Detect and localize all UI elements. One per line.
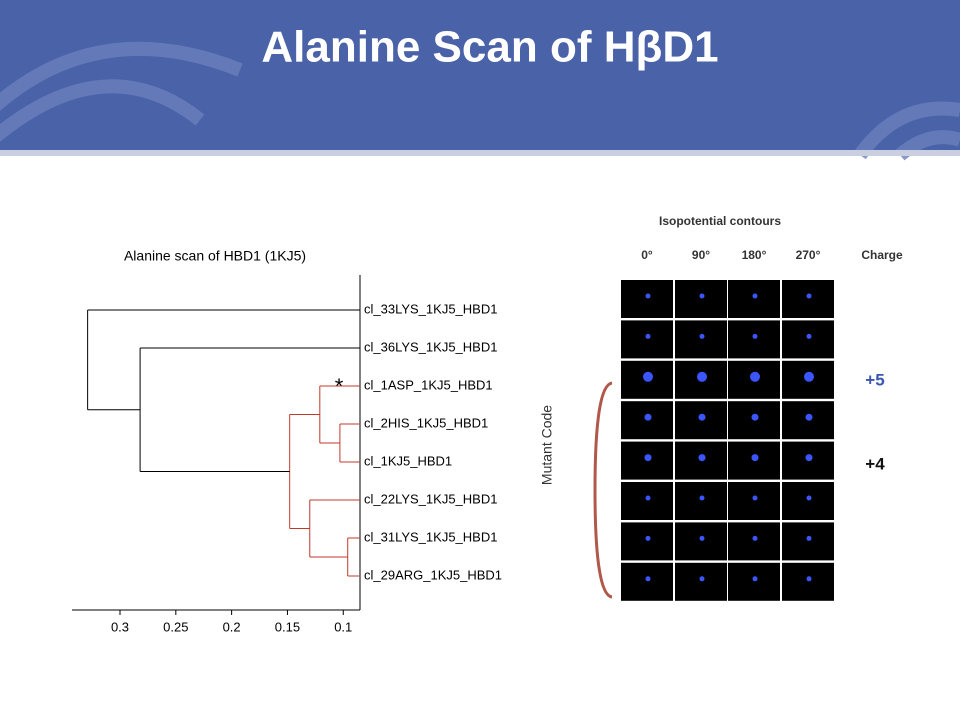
contour-dot <box>752 333 758 339</box>
contour-image <box>728 562 780 601</box>
leaf-label: cl_36LYS_1KJ5_HBD1 <box>364 339 497 354</box>
leaf-label: cl_1ASP_1KJ5_HBD1 <box>364 377 493 392</box>
contour-dot <box>806 495 812 501</box>
x-tick-label: 0.1 <box>334 619 352 634</box>
contour-image <box>621 522 673 561</box>
contour-image <box>728 522 780 561</box>
contour-dot <box>806 333 812 339</box>
contour-dot <box>805 413 813 421</box>
contour-image <box>782 562 834 601</box>
contour-image <box>782 320 834 359</box>
contour-image <box>728 280 780 318</box>
charge-label: +5 <box>865 370 884 389</box>
x-tick-label: 0.15 <box>275 619 300 634</box>
contour-dot <box>697 371 707 382</box>
contour-dot <box>750 371 760 382</box>
contour-dot <box>752 535 758 541</box>
contour-dot <box>806 535 812 541</box>
column-header: 180° <box>742 248 767 262</box>
contour-dot <box>645 293 651 299</box>
contour-dot <box>805 454 813 462</box>
charge-header: Charge <box>861 248 903 262</box>
contour-dot <box>645 495 651 501</box>
contour-dot <box>699 333 705 339</box>
chart-title: Alanine scan of HBD1 (1KJ5) <box>124 248 306 264</box>
bracket <box>593 381 613 599</box>
contour-dot <box>699 535 705 541</box>
contour-dot <box>806 576 812 582</box>
banner-shadow <box>0 150 960 156</box>
contours-title: Isopotential contours <box>659 214 781 228</box>
leaf-label: cl_2HIS_1KJ5_HBD1 <box>364 415 488 430</box>
contour-dot <box>751 413 759 421</box>
x-tick-label: 0.3 <box>111 619 129 634</box>
contour-dot <box>806 293 812 299</box>
contour-image <box>675 320 727 359</box>
leaf-label: cl_33LYS_1KJ5_HBD1 <box>364 301 497 316</box>
charge-label: +4 <box>865 454 885 473</box>
contour-image <box>675 482 727 520</box>
contour-dot <box>698 413 706 421</box>
contour-dot <box>644 413 652 421</box>
contour-image <box>782 482 834 520</box>
y-axis-label: Mutant Code <box>539 405 555 485</box>
contour-dot <box>644 454 652 462</box>
slide-title: Alanine Scan of HβD1 <box>261 23 718 72</box>
contour-image <box>782 280 834 318</box>
contour-image <box>621 562 673 601</box>
contour-dot <box>699 576 705 582</box>
contour-dot <box>752 576 758 582</box>
banner <box>0 0 960 155</box>
contour-image <box>675 522 727 561</box>
contour-image <box>782 522 834 561</box>
contour-dot <box>645 333 651 339</box>
contour-image <box>675 562 727 601</box>
column-header: 270° <box>796 248 821 262</box>
leaf-label: cl_31LYS_1KJ5_HBD1 <box>364 529 497 544</box>
contour-dot <box>752 293 758 299</box>
contour-image <box>675 280 727 318</box>
contour-image <box>728 482 780 520</box>
contour-dot <box>699 293 705 299</box>
contour-dot <box>751 454 759 462</box>
leaf-label: cl_1KJ5_HBD1 <box>364 453 452 468</box>
leaf-label: cl_22LYS_1KJ5_HBD1 <box>364 491 497 506</box>
contour-image <box>728 320 780 359</box>
x-tick-label: 0.25 <box>163 619 188 634</box>
column-header: 90° <box>692 248 710 262</box>
contour-dot <box>645 576 651 582</box>
contour-dot <box>643 371 653 382</box>
contour-image <box>621 280 673 318</box>
column-header: 0° <box>641 248 653 262</box>
contour-dot <box>698 454 706 462</box>
contour-image <box>621 320 673 359</box>
x-tick-label: 0.2 <box>223 619 241 634</box>
contour-dot <box>752 495 758 501</box>
leaf-label: cl_29ARG_1KJ5_HBD1 <box>364 567 502 582</box>
contour-image <box>621 482 673 520</box>
contour-dot <box>645 535 651 541</box>
contour-dot <box>699 495 705 501</box>
contour-dot <box>804 371 814 382</box>
